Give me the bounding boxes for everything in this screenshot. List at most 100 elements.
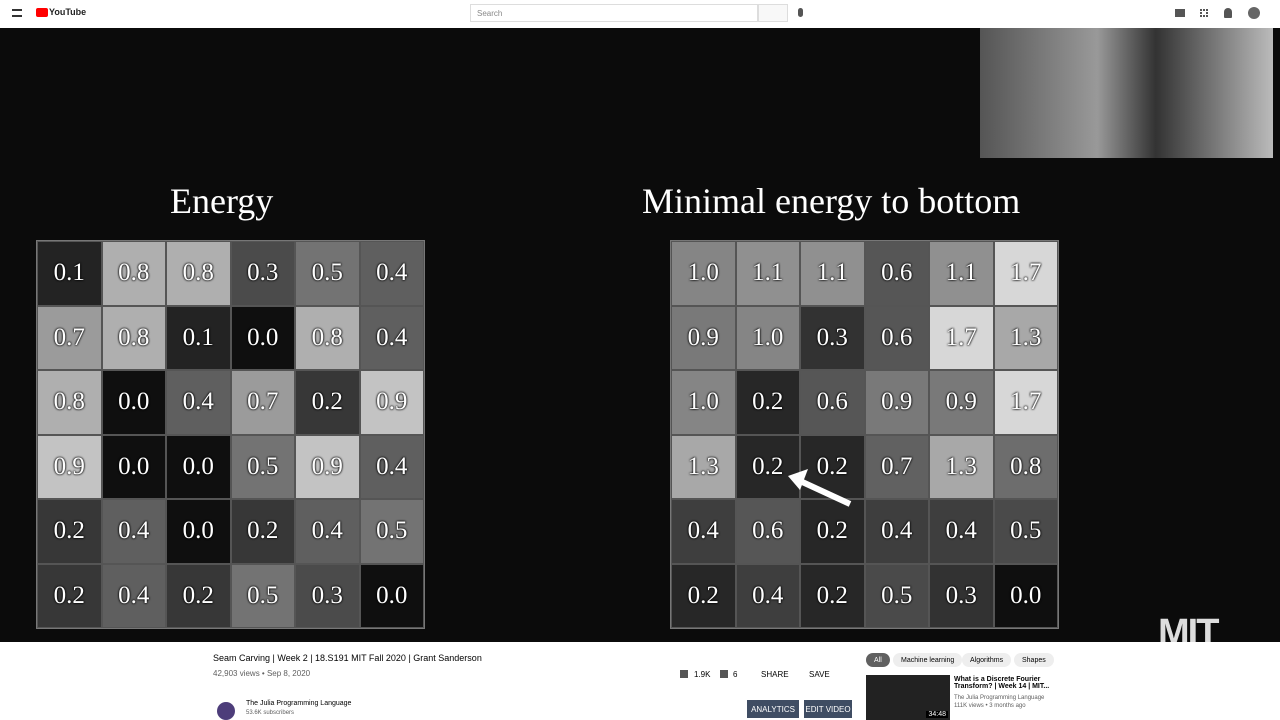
analytics-button[interactable]: ANALYTICS [747, 700, 799, 718]
recommended-channel: The Julia Programming Language [954, 695, 1045, 701]
video-title: Seam Carving | Week 2 | 18.S191 MIT Fall… [213, 653, 482, 663]
grid-cell: 1.1 [735, 241, 800, 306]
grid-cell: 1.0 [671, 370, 736, 435]
grid-cell: 0.5 [295, 241, 360, 306]
recommended-meta: 111K views • 3 months ago [954, 703, 1026, 709]
grid-cell: 0.0 [166, 434, 231, 499]
search-placeholder: Search [477, 9, 503, 18]
grid-cell: 0.4 [735, 563, 800, 628]
grid-cell: 0.8 [37, 370, 102, 435]
grid-cell: 0.4 [101, 563, 166, 628]
video-player[interactable]: Energy Minimal energy to bottom 0.1 0.8 0.… [0, 28, 1280, 642]
save-button[interactable]: SAVE [809, 670, 830, 679]
grid-cell: 0.9 [295, 434, 360, 499]
grid-cell: 0.2 [735, 370, 800, 435]
grid-cell: 1.0 [735, 305, 800, 370]
grid-cell: 0.3 [295, 563, 360, 628]
grid-cell: 0.5 [230, 563, 295, 628]
duration: 34:48 [926, 711, 948, 718]
grid-cell: 0.8 [993, 434, 1058, 499]
grid-cell: 0.9 [359, 370, 424, 435]
video-meta: 42,903 views • Sep 8, 2020 [213, 669, 311, 678]
grid-cell: 0.4 [864, 499, 929, 564]
chip[interactable]: Shapes [1014, 653, 1054, 667]
grid-cell: 0.4 [359, 241, 424, 306]
share-button[interactable]: SHARE [761, 670, 789, 679]
grid-cell: 0.3 [230, 241, 295, 306]
grid-cell: 0.6 [800, 370, 865, 435]
chip[interactable]: All [866, 653, 890, 667]
grid-cell: 0.8 [101, 241, 166, 306]
mic-button[interactable] [798, 8, 803, 17]
apps-button[interactable] [1200, 9, 1208, 17]
menu-button[interactable] [12, 9, 22, 17]
grid-cell: 0.0 [230, 305, 295, 370]
chip[interactable]: Machine learning [893, 653, 963, 667]
grid-cell: 0.6 [864, 241, 929, 306]
arrow-overlay [788, 469, 852, 507]
grid-cell: 0.9 [864, 370, 929, 435]
grid-cell: 0.4 [295, 499, 360, 564]
avatar[interactable] [1248, 7, 1260, 19]
grid-cell: 0.0 [993, 563, 1058, 628]
grid-title: Minimal energy to bottom [642, 181, 1021, 221]
dislike-icon[interactable] [720, 670, 728, 678]
recommended-title[interactable]: What is a Discrete Fourier Transform? | … [954, 676, 1050, 690]
grid-cell: 0.0 [101, 370, 166, 435]
grid-cell: 0.7 [230, 370, 295, 435]
grid-cell: 0.0 [166, 499, 231, 564]
grid-cell: 0.5 [230, 434, 295, 499]
grid-cell: 0.4 [359, 434, 424, 499]
notifications-button[interactable] [1224, 8, 1232, 18]
grid-cell: 0.7 [864, 434, 929, 499]
youtube-icon[interactable] [36, 8, 48, 17]
grid-cell: 0.7 [37, 305, 102, 370]
grid-cell: 0.4 [671, 499, 736, 564]
like-icon[interactable] [680, 670, 688, 678]
grid-cell: 1.0 [671, 241, 736, 306]
dislike-count[interactable]: 6 [733, 670, 738, 679]
like-count[interactable]: 1.9K [694, 670, 711, 679]
energy-grid: 0.1 0.8 0.8 0.3 0.5 0.4 0.7 0.8 0.1 0.0 0.8 0.4 0.8 0… [36, 240, 425, 629]
edit-video-button[interactable]: EDIT VIDEO [804, 700, 852, 718]
grid-cell: 0.2 [295, 370, 360, 435]
grid-cell: 0.8 [101, 305, 166, 370]
grid-cell: 1.7 [993, 241, 1058, 306]
grid-cell: 0.0 [359, 563, 424, 628]
grid-cell: 0.2 [37, 499, 102, 564]
top-bar: YouTube Search [0, 0, 1280, 28]
grid-cell: 0.3 [929, 563, 994, 628]
grid-cell: 0.4 [359, 305, 424, 370]
grid-cell: 0.6 [735, 499, 800, 564]
webcam-feed [980, 28, 1273, 158]
grid-cell: 0.0 [101, 434, 166, 499]
grid-cell: 0.9 [929, 370, 994, 435]
grid-cell: 0.2 [230, 499, 295, 564]
chip[interactable]: Algorithms [962, 653, 1012, 667]
grid-title: Energy [170, 181, 274, 221]
min-energy-grid: 1.0 1.1 1.1 0.6 1.1 1.7 0.9 1.0 0.3 0.6 1.7 1.3 1.0 0… [670, 240, 1059, 629]
grid-cell: 0.4 [166, 370, 231, 435]
grid-cell: 0.8 [166, 241, 231, 306]
arrow-head [788, 469, 808, 490]
grid-cell: 1.7 [993, 370, 1058, 435]
grid-cell: 0.2 [37, 563, 102, 628]
grid-cell: 0.2 [671, 563, 736, 628]
recommended-thumbnail[interactable]: 34:48 [866, 675, 950, 720]
grid-cell: 0.8 [295, 305, 360, 370]
channel-avatar[interactable] [217, 702, 235, 720]
channel-name[interactable]: The Julia Programming Language [246, 700, 352, 707]
subscriber-count: 53.6K subscribers [246, 710, 295, 716]
grid-cell: 0.4 [101, 499, 166, 564]
grid-cell: 0.5 [993, 499, 1058, 564]
grid-cell: 0.1 [166, 305, 231, 370]
grid-cell: 1.3 [929, 434, 994, 499]
grid-cell: 0.3 [800, 305, 865, 370]
search-box[interactable]: Search [470, 4, 758, 22]
grid-cell: 1.7 [929, 305, 994, 370]
logo-text[interactable]: YouTube [49, 7, 87, 17]
grid-cell: 0.2 [800, 499, 865, 564]
create-button[interactable] [1175, 9, 1185, 17]
search-button[interactable] [758, 4, 788, 22]
